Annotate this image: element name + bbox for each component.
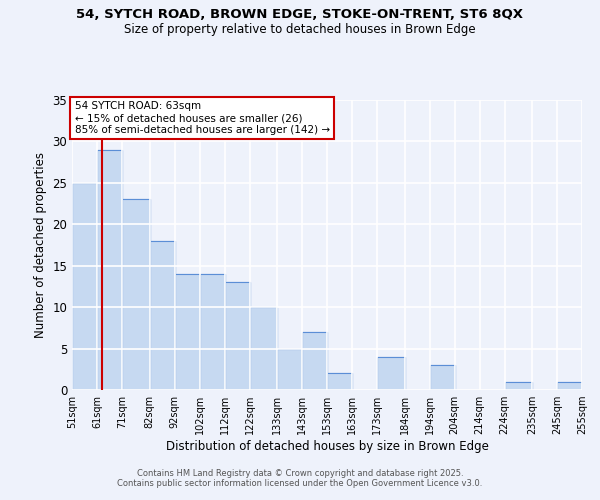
Bar xyxy=(277,348,302,390)
Bar xyxy=(175,274,199,390)
X-axis label: Distribution of detached houses by size in Brown Edge: Distribution of detached houses by size … xyxy=(166,440,488,453)
Bar xyxy=(430,365,455,390)
Bar xyxy=(224,282,250,390)
Bar xyxy=(122,200,149,390)
Text: Contains HM Land Registry data © Crown copyright and database right 2025.: Contains HM Land Registry data © Crown c… xyxy=(137,468,463,477)
Bar xyxy=(327,374,352,390)
Bar xyxy=(302,332,327,390)
Bar xyxy=(505,382,532,390)
Text: Contains public sector information licensed under the Open Government Licence v3: Contains public sector information licen… xyxy=(118,478,482,488)
Bar xyxy=(377,357,404,390)
Bar xyxy=(149,241,175,390)
Bar xyxy=(377,357,404,390)
Bar xyxy=(302,332,327,390)
Bar xyxy=(505,382,532,390)
Bar xyxy=(250,307,277,390)
Text: 54, SYTCH ROAD, BROWN EDGE, STOKE-ON-TRENT, ST6 8QX: 54, SYTCH ROAD, BROWN EDGE, STOKE-ON-TRE… xyxy=(77,8,523,20)
Bar xyxy=(327,374,352,390)
Bar xyxy=(557,382,582,390)
Bar xyxy=(199,274,224,390)
Bar xyxy=(557,382,582,390)
Y-axis label: Number of detached properties: Number of detached properties xyxy=(34,152,47,338)
Text: Size of property relative to detached houses in Brown Edge: Size of property relative to detached ho… xyxy=(124,22,476,36)
Bar xyxy=(72,183,97,390)
Bar xyxy=(224,282,250,390)
Bar xyxy=(97,150,122,390)
Bar xyxy=(430,365,455,390)
Bar xyxy=(97,150,122,390)
Bar xyxy=(175,274,199,390)
Bar xyxy=(199,274,224,390)
Bar xyxy=(122,200,149,390)
Bar xyxy=(149,241,175,390)
Text: 54 SYTCH ROAD: 63sqm
← 15% of detached houses are smaller (26)
85% of semi-detac: 54 SYTCH ROAD: 63sqm ← 15% of detached h… xyxy=(74,102,329,134)
Bar xyxy=(72,183,97,390)
Bar xyxy=(250,307,277,390)
Bar xyxy=(277,348,302,390)
